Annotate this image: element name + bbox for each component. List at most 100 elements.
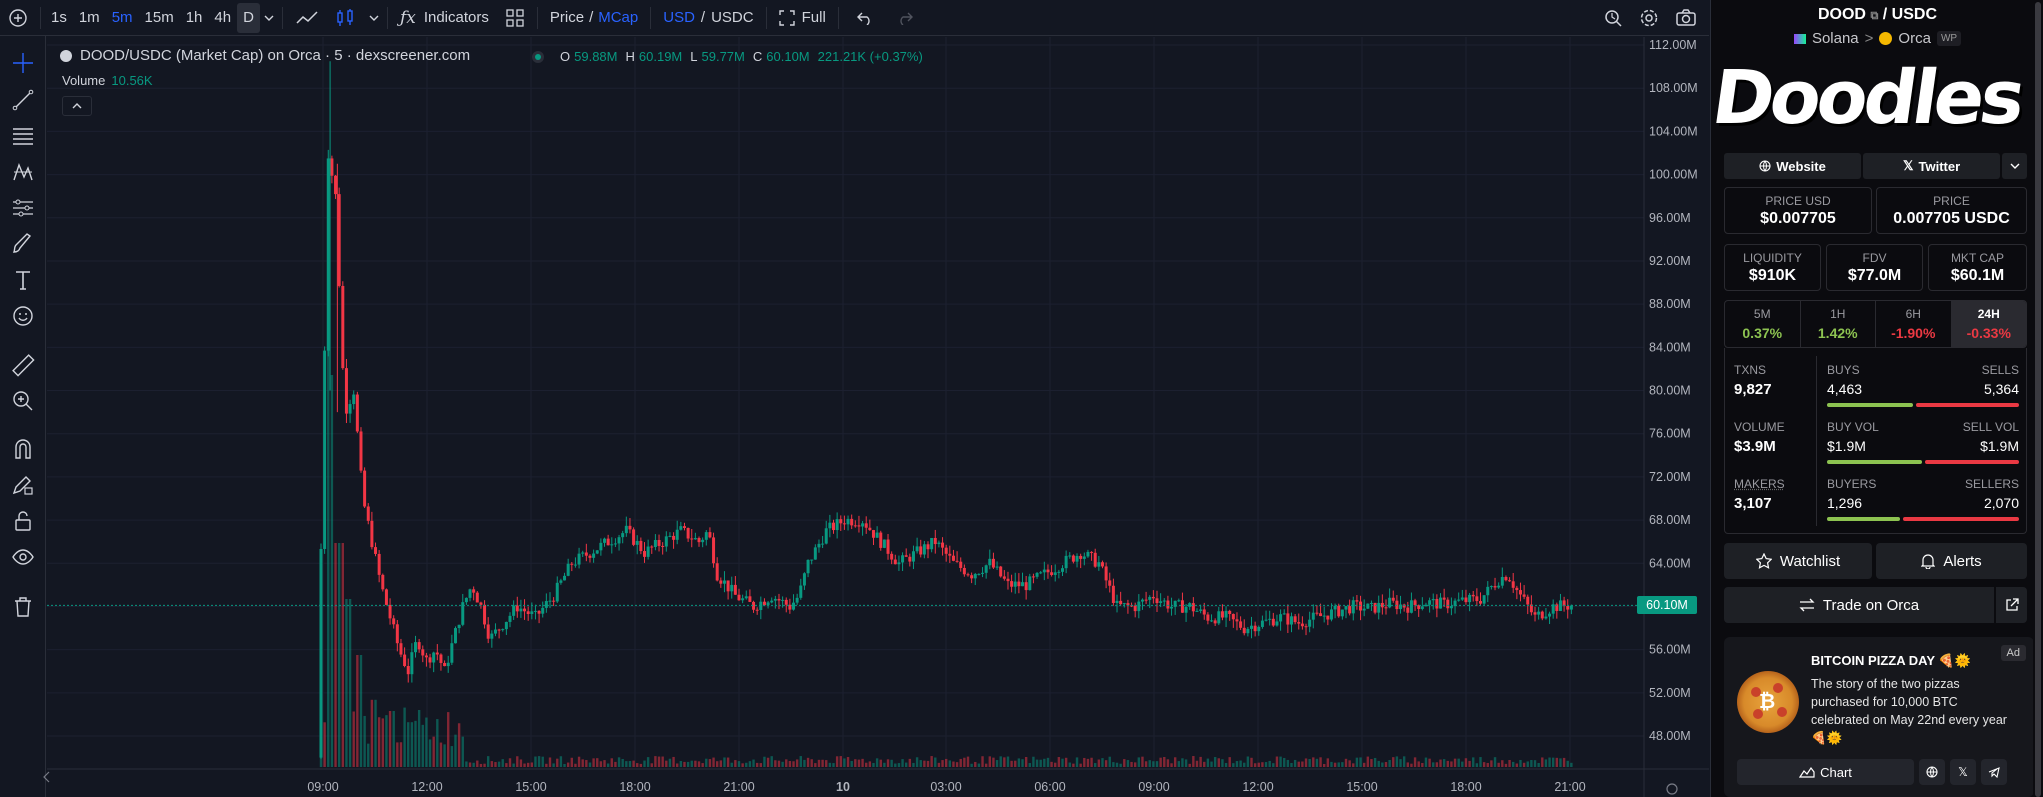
volume-bar: [1192, 756, 1194, 767]
trade-external-button[interactable]: [1996, 587, 2027, 623]
copy-icon[interactable]: ⧉: [1870, 10, 1878, 22]
sell-vol-label: SELL VOL: [1963, 420, 2019, 434]
fib-tool[interactable]: [8, 121, 38, 151]
currency-toggle[interactable]: USD / USDC: [655, 0, 761, 36]
volume-bar: [1032, 757, 1034, 767]
undo-button[interactable]: [843, 0, 887, 36]
timeframe-1h[interactable]: 1h: [180, 0, 209, 36]
trend-line-tool[interactable]: [8, 85, 38, 115]
volume-bar: [996, 760, 998, 767]
candle-body: [647, 547, 650, 557]
timeframe-1s[interactable]: 1s: [45, 0, 73, 36]
collapse-legend-button[interactable]: [62, 96, 92, 116]
volume-bar: [531, 762, 533, 767]
candle-body: [334, 176, 337, 194]
change-tab-6h[interactable]: 6H -1.90%: [1876, 301, 1952, 347]
redo-button[interactable]: [887, 0, 923, 36]
volume-bar: [960, 759, 962, 767]
buy-sell-vol-bar: [1827, 460, 2019, 464]
chart-type-dropdown[interactable]: [365, 0, 383, 36]
volume-bar: [665, 761, 667, 767]
usd-option[interactable]: USD: [663, 9, 695, 26]
settings-button[interactable]: [1631, 0, 1667, 36]
volume-bar: [542, 757, 544, 767]
candle-body: [483, 605, 486, 625]
line-chart-type-button[interactable]: [287, 0, 327, 36]
timeframe-5m[interactable]: 5m: [106, 0, 139, 36]
trade-button[interactable]: Trade on Orca: [1724, 587, 1994, 623]
timeframe-1m[interactable]: 1m: [73, 0, 106, 36]
ruler-tool[interactable]: [8, 350, 38, 380]
candle-body: [876, 533, 879, 538]
volume-bar: [552, 763, 554, 767]
chart-title[interactable]: DOOD/USDC (Market Cap) on Orca · 5 · dex…: [80, 47, 470, 64]
volume-bar: [1298, 762, 1300, 767]
scrollbar-thumb[interactable]: [2035, 2, 2041, 797]
candle-body: [1414, 600, 1417, 605]
fullscreen-button[interactable]: Full: [771, 0, 834, 36]
brush-tool[interactable]: [8, 229, 38, 259]
ad-chart-button[interactable]: Chart: [1737, 759, 1914, 785]
chain-name[interactable]: Solana: [1812, 30, 1859, 47]
fullscreen-icon: [779, 10, 795, 26]
website-link[interactable]: Website: [1724, 153, 1861, 179]
price-mcap-toggle[interactable]: Price / MCap: [542, 0, 646, 36]
hide-drawings-tool[interactable]: [8, 542, 38, 572]
layouts-button[interactable]: [497, 0, 533, 36]
volume-bar: [512, 764, 514, 767]
magnet-tool[interactable]: [8, 434, 38, 464]
volume-bar: [796, 759, 798, 767]
watchlist-button[interactable]: Watchlist: [1724, 543, 1872, 579]
price-change-tabs: 5M 0.37% 1H 1.42% 6H -1.90% 24H -0.33%: [1724, 300, 2027, 348]
dex-name[interactable]: Orca: [1898, 30, 1931, 47]
trash-icon: [11, 595, 35, 619]
pizza-bitcoin-icon: ₿: [1737, 671, 1799, 733]
timeframe-d[interactable]: D: [237, 3, 260, 33]
change-tab-24h[interactable]: 24H -0.33%: [1952, 301, 2027, 347]
ad-telegram-button[interactable]: [1981, 759, 2007, 785]
add-symbol-button[interactable]: [0, 0, 36, 36]
prediction-tool[interactable]: [8, 193, 38, 223]
quick-search-button[interactable]: [1595, 0, 1631, 36]
remove-drawings-tool[interactable]: [8, 592, 38, 622]
snapshot-button[interactable]: [1667, 0, 1709, 36]
timeframe-15m[interactable]: 15m: [139, 0, 180, 36]
candle-body: [578, 554, 581, 565]
emoji-tool[interactable]: [8, 301, 38, 331]
volume-bar: [625, 761, 627, 767]
timeframe-4h[interactable]: 4h: [208, 0, 237, 36]
candle-body: [1446, 600, 1449, 609]
alerts-button[interactable]: Alerts: [1876, 543, 2027, 579]
lock-drawings-tool[interactable]: [8, 506, 38, 536]
change-tab-5m[interactable]: 5M 0.37%: [1725, 301, 1801, 347]
text-tool[interactable]: [8, 265, 38, 295]
candle-body: [556, 583, 559, 602]
candle-body: [897, 562, 900, 564]
crosshair-tool[interactable]: [8, 48, 38, 78]
candle-body: [516, 605, 519, 611]
more-links-dropdown[interactable]: [2002, 153, 2027, 179]
candles-icon: [335, 8, 357, 28]
page-scrollbar[interactable]: [2033, 0, 2043, 797]
usdc-option[interactable]: USDC: [711, 9, 754, 26]
price-chart[interactable]: 112.00M 108.00M 104.00M 100.00M 96.00M 92.00M…: [47, 37, 1709, 797]
volume-bar: [411, 722, 413, 767]
price-option[interactable]: Price: [550, 9, 584, 26]
chart-canvas[interactable]: 112.00M 108.00M 104.00M 100.00M 96.00M 92.00M…: [47, 37, 1709, 797]
ad-card[interactable]: Ad ₿ BITCOIN PIZZA DAY 🍕🌞 The story of t…: [1724, 637, 2034, 797]
indicators-button[interactable]: ƒx Indicators: [392, 0, 497, 36]
volume-bar: [640, 764, 642, 767]
candle-body: [1439, 598, 1442, 609]
change-tab-1h[interactable]: 1H 1.42%: [1801, 301, 1877, 347]
mcap-option[interactable]: MCap: [598, 9, 638, 26]
timeframe-dropdown[interactable]: [260, 0, 278, 36]
chevron-down-icon: [369, 13, 379, 23]
pattern-tool[interactable]: [8, 157, 38, 187]
stay-in-drawing-tool[interactable]: [8, 470, 38, 500]
ad-website-button[interactable]: [1919, 759, 1945, 785]
zoom-tool[interactable]: [8, 386, 38, 416]
candle-chart-type-button[interactable]: [327, 0, 365, 36]
volume-bar: [912, 763, 914, 767]
ad-twitter-button[interactable]: 𝕏: [1950, 759, 1976, 785]
twitter-link[interactable]: 𝕏 Twitter: [1863, 153, 2000, 179]
